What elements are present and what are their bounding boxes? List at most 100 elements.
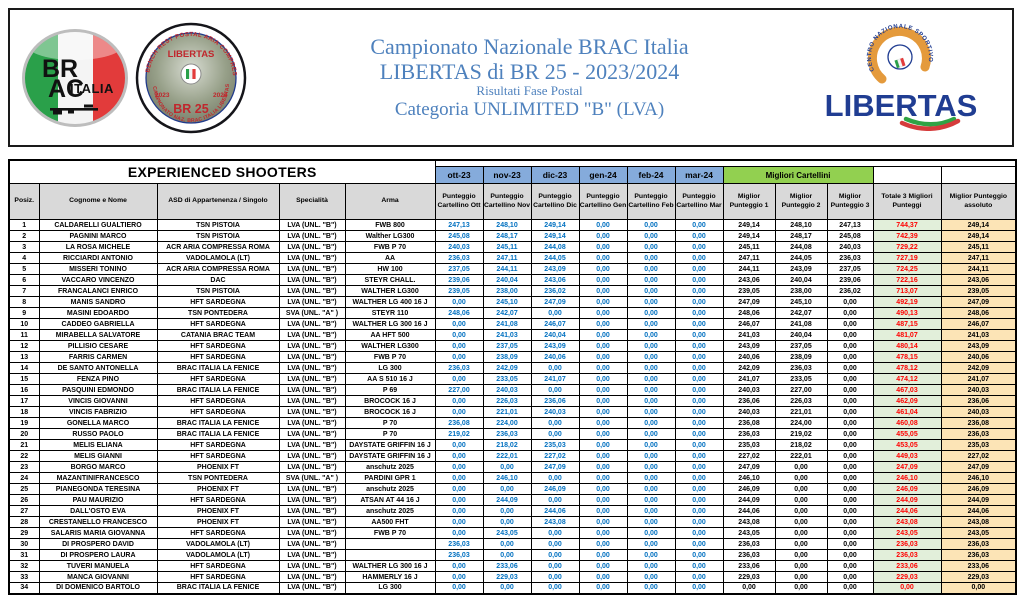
cell-best-3: 0,00 xyxy=(826,373,874,385)
cell-best-1: 241,07 xyxy=(722,373,776,385)
cell-score-nov: 0,00 xyxy=(482,483,532,495)
cell-absolute: 240,06 xyxy=(940,351,1017,363)
cell-arma: WALTHER LG 300 16 J xyxy=(344,560,436,572)
cell-total: 236,03 xyxy=(872,538,942,550)
cell-absolute: 247,09 xyxy=(940,461,1017,473)
table-row: 12 PILLISIO CESARE HFT SARDEGNA LVA (UNL… xyxy=(8,340,1017,352)
table-row: 24 MAZANTINIFRANCESCO TSN PONTEDERA SVA … xyxy=(8,472,1017,484)
cell-best-1: 247,09 xyxy=(722,461,776,473)
cell-score-feb: 0,00 xyxy=(626,274,676,286)
cell-score-mar: 0,00 xyxy=(674,395,724,407)
header-spacer xyxy=(434,160,1017,167)
cell-score-dic: 0,00 xyxy=(530,384,580,396)
table-row: 5 MISSERI TONINO ACR ARIA COMPRESSA ROMA… xyxy=(8,263,1017,275)
cell-arma: PARDINI GPR 1 xyxy=(344,472,436,484)
cell-total: 474,12 xyxy=(872,373,942,385)
cell-score-dic: 246,09 xyxy=(530,483,580,495)
cell-score-gen: 0,00 xyxy=(578,450,628,462)
cell-asd: HFT SARDEGNA xyxy=(156,395,280,407)
col-header-miglior-1: Miglior Punteggio 1 xyxy=(722,183,776,220)
cell-score-nov: 236,03 xyxy=(482,428,532,440)
month-header-dic: dic-23 xyxy=(530,166,580,184)
cell-score-mar: 0,00 xyxy=(674,494,724,506)
cell-score-gen: 0,00 xyxy=(578,494,628,506)
cell-score-dic: 247,09 xyxy=(530,461,580,473)
col-header-specialita: Specialità xyxy=(278,183,346,220)
cell-name: PAU MAURIZIO xyxy=(38,494,158,506)
cell-best-3: 0,00 xyxy=(826,307,874,319)
cell-score-gen: 0,00 xyxy=(578,472,628,484)
cell-best-1: 0,00 xyxy=(722,582,776,594)
cell-position: 8 xyxy=(8,296,40,308)
libertas-track-arc xyxy=(867,26,931,84)
cell-score-gen: 0,00 xyxy=(578,351,628,363)
cell-score-dic: 249,14 xyxy=(530,219,580,231)
cell-absolute: 241,03 xyxy=(940,329,1017,341)
cell-score-feb: 0,00 xyxy=(626,560,676,572)
cell-score-ott: 240,03 xyxy=(434,241,484,253)
page-title-line4: Categoria UNLIMITED "B" (LVA) xyxy=(394,98,665,120)
cell-score-mar: 0,00 xyxy=(674,351,724,363)
cell-asd: VADOLAMOLA (LT) xyxy=(156,538,280,550)
cell-score-gen: 0,00 xyxy=(578,560,628,572)
cell-absolute: 249,14 xyxy=(940,219,1017,231)
badge-year-left: 2023 xyxy=(155,92,170,99)
cell-specialita: LVA (UNL. "B") xyxy=(278,560,346,572)
cell-arma: BROCOCK 16 J xyxy=(344,406,436,418)
cell-score-nov: 248,17 xyxy=(482,230,532,242)
cell-absolute: 247,11 xyxy=(940,252,1017,264)
cell-score-feb: 0,00 xyxy=(626,472,676,484)
cell-best-2: 227,00 xyxy=(774,384,828,396)
badge-br25-label: BR 25 xyxy=(173,102,208,116)
cell-specialita: LVA (UNL. "B") xyxy=(278,483,346,495)
table-row: 18 VINCIS FABRIZIO HFT SARDEGNA LVA (UNL… xyxy=(8,406,1017,418)
cell-position: 22 xyxy=(8,450,40,462)
cell-specialita: LVA (UNL. "B") xyxy=(278,285,346,297)
cell-best-2: 0,00 xyxy=(774,571,828,583)
cell-arma: P 69 xyxy=(344,384,436,396)
cell-asd: HFT SARDEGNA xyxy=(156,406,280,418)
header: BR AC ITALIA xyxy=(8,8,1014,147)
cell-total: 490,13 xyxy=(872,307,942,319)
cell-name: MISSERI TONINO xyxy=(38,263,158,275)
cell-score-ott: 219,02 xyxy=(434,428,484,440)
cell-score-gen: 0,00 xyxy=(578,439,628,451)
cell-name: CALDARELLI GUALTIERO xyxy=(38,219,158,231)
cell-score-nov: 247,11 xyxy=(482,252,532,264)
cell-score-mar: 0,00 xyxy=(674,417,724,429)
cell-best-1: 236,03 xyxy=(722,538,776,550)
cell-specialita: LVA (UNL. "B") xyxy=(278,582,346,594)
cell-specialita: LVA (UNL. "B") xyxy=(278,373,346,385)
cell-name: DE SANTO ANTONELLA xyxy=(38,362,158,374)
logo-group: BR AC ITALIA xyxy=(22,22,247,134)
cell-score-feb: 0,00 xyxy=(626,549,676,561)
cell-score-gen: 0,00 xyxy=(578,219,628,231)
cell-score-gen: 0,00 xyxy=(578,582,628,594)
rifle-icon xyxy=(50,104,98,114)
cell-arma: FWB P 70 xyxy=(344,527,436,539)
cell-best-1: 247,09 xyxy=(722,296,776,308)
cell-best-1: 236,03 xyxy=(722,428,776,440)
cell-best-3: 0,00 xyxy=(826,494,874,506)
cell-name: MELIS GIANNI xyxy=(38,450,158,462)
libertas-logo-svg: CENTRO NAZIONALE SPORTIVO LIBERTAS xyxy=(825,24,977,131)
cell-arma: FWB 800 xyxy=(344,219,436,231)
cell-name: CADDEO GABRIELLA xyxy=(38,318,158,330)
cell-score-feb: 0,00 xyxy=(626,439,676,451)
cell-best-1: 229,03 xyxy=(722,571,776,583)
cell-score-dic: 244,08 xyxy=(530,241,580,253)
cell-best-2: 244,05 xyxy=(774,252,828,264)
cell-total: 243,05 xyxy=(872,527,942,539)
cell-score-nov: 0,00 xyxy=(482,538,532,550)
cell-specialita: LVA (UNL. "B") xyxy=(278,428,346,440)
cell-absolute: 243,06 xyxy=(940,274,1017,286)
cell-best-1: 235,03 xyxy=(722,439,776,451)
cell-arma: anschutz 2025 xyxy=(344,483,436,495)
cell-score-nov: 242,09 xyxy=(482,362,532,374)
cell-best-3: 0,00 xyxy=(826,505,874,517)
cell-score-feb: 0,00 xyxy=(626,395,676,407)
cell-score-dic: 243,09 xyxy=(530,263,580,275)
cell-specialita: LVA (UNL. "B") xyxy=(278,549,346,561)
cell-asd: PHOENIX FT xyxy=(156,461,280,473)
cell-position: 29 xyxy=(8,527,40,539)
